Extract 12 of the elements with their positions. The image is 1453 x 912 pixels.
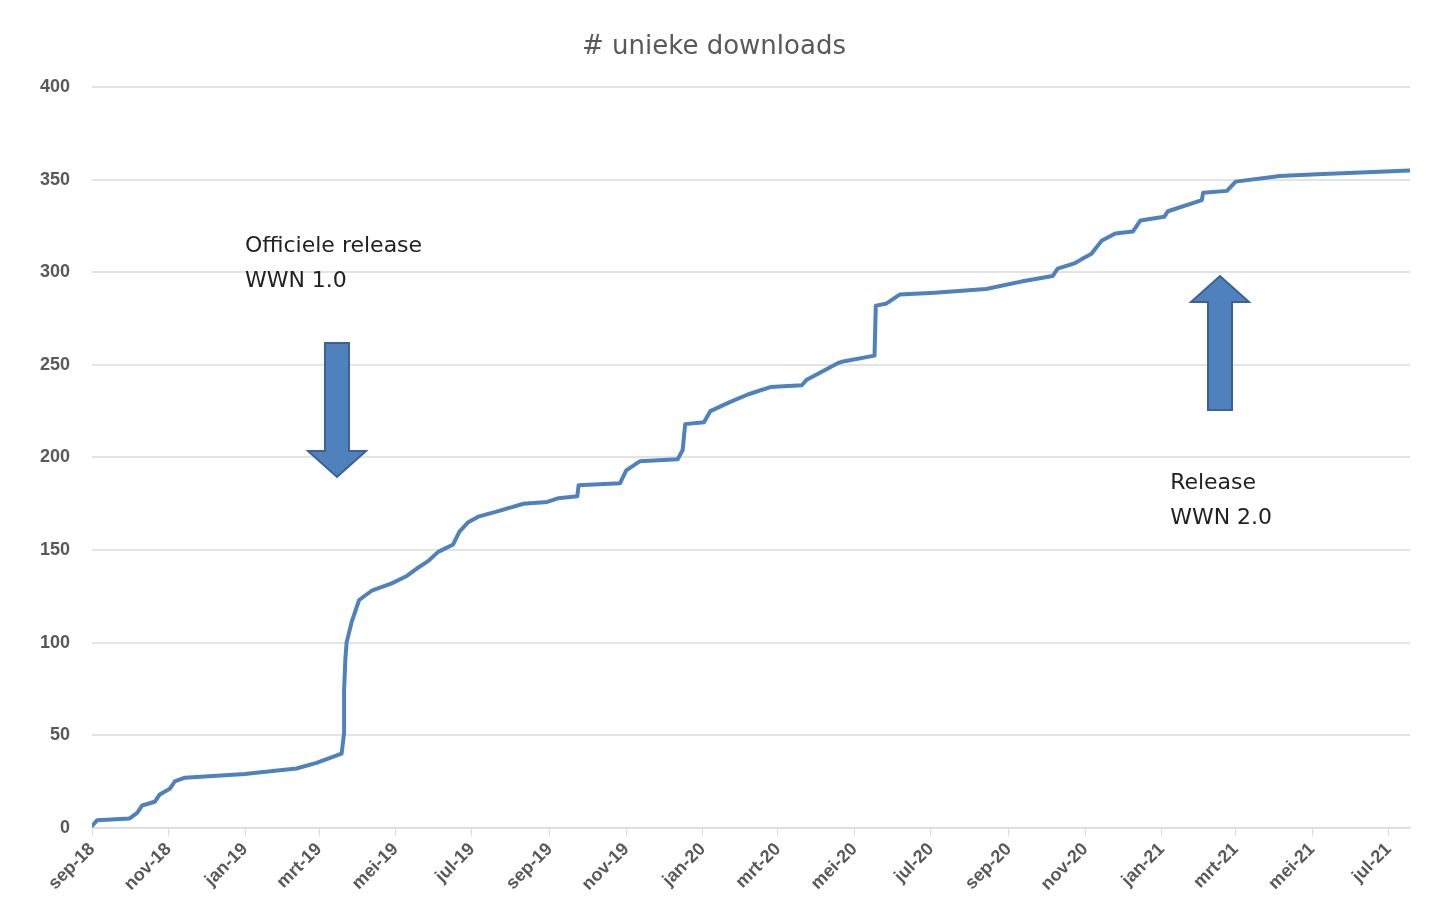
y-tick-label: 100 [39,631,71,652]
y-tick-label: 0 [60,816,71,837]
chart-title: # unieke downloads [582,30,846,61]
y-tick-label: 150 [39,538,71,559]
y-tick-label: 200 [39,446,71,467]
y-tick-label: 400 [39,76,71,97]
y-tick-label: 50 [50,724,71,745]
y-tick-label: 300 [39,261,71,282]
annotation: Release WWN 2.0 [1170,468,1273,529]
annotation: Officiele release WWN 1.0 [244,232,423,293]
y-tick-label: 250 [39,353,71,374]
y-tick-label: 350 [39,168,71,189]
